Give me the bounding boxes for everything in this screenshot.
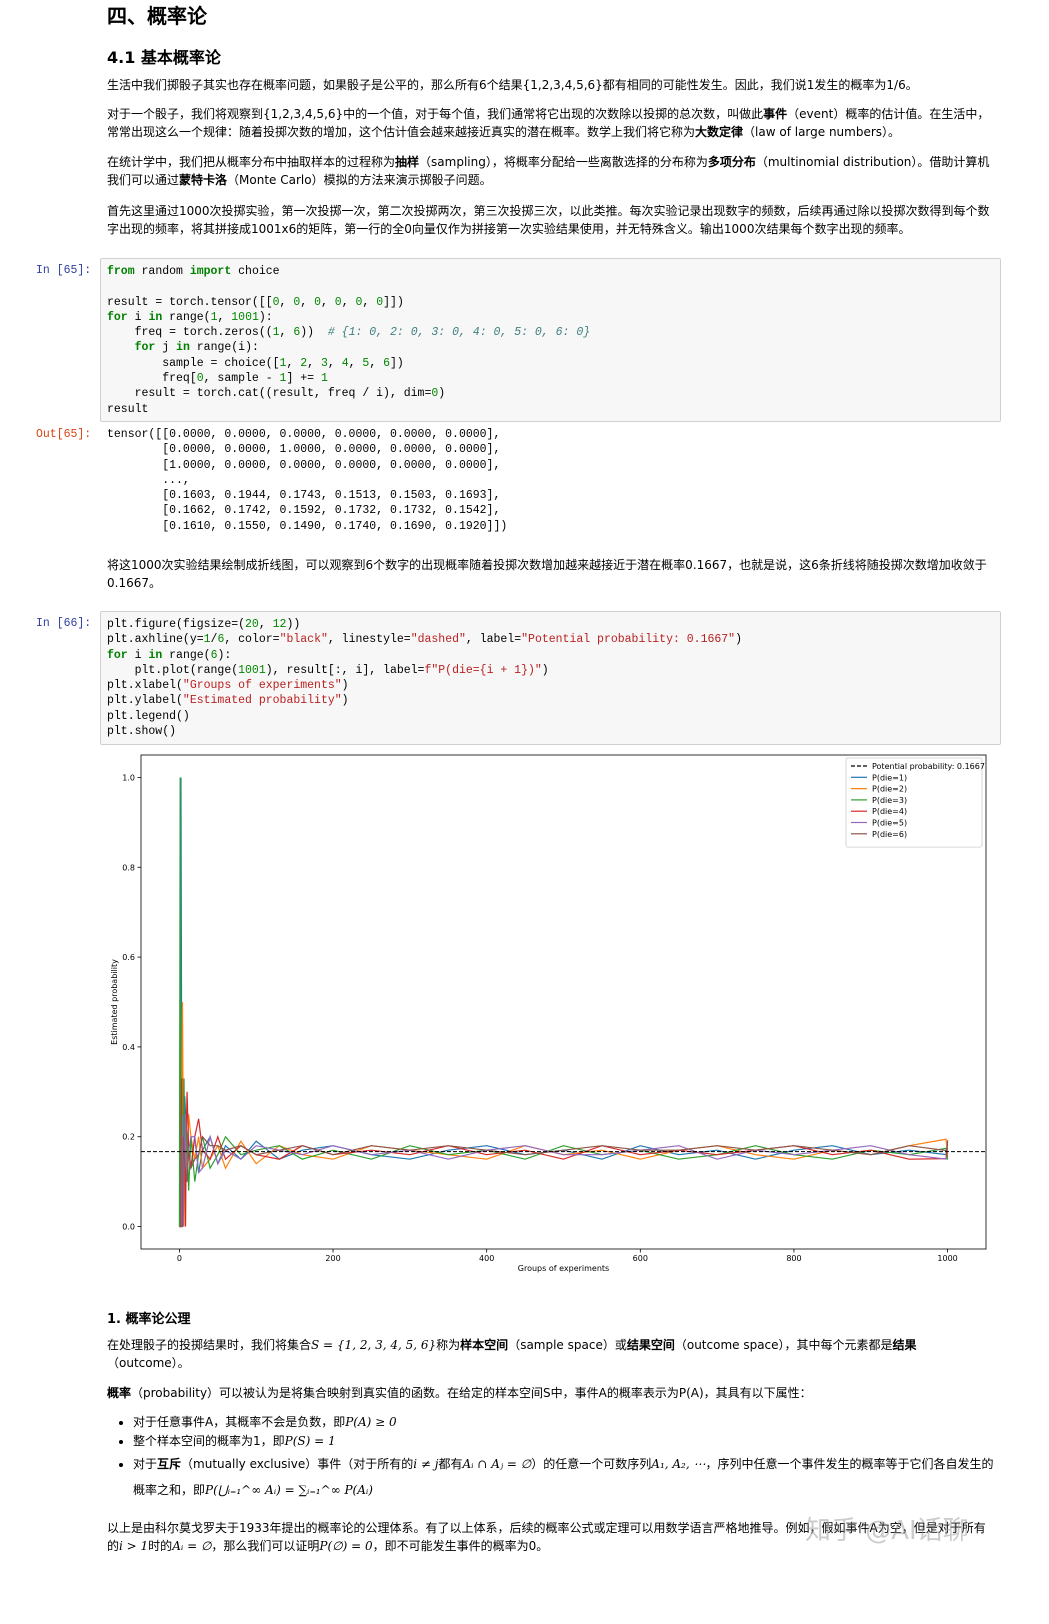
paragraph: 概率（probability）可以被认为是将集合映射到真实值的函数。在给定的样本… [107, 1384, 995, 1402]
legend-label: P(die=3) [872, 796, 907, 805]
watermark: 知乎 @AI话聊 [805, 1516, 969, 1546]
legend-label: Potential probability: 0.1667 [872, 762, 985, 771]
x-tick-label: 600 [633, 1254, 648, 1263]
x-tick-label: 800 [786, 1254, 801, 1263]
plot-area [140, 754, 987, 1250]
chart: 0 200 400 600 800 1000 0.0 0.2 0.4 0.6 0.8 1.0 Group… [110, 754, 987, 1273]
input-prompt: In [66]: [36, 617, 92, 630]
text-run: （Monte Carlo）模拟的方法来演示掷骰子问题。 [227, 173, 492, 187]
legend-label: P(die=4) [872, 807, 907, 816]
bold-run: 概率 [107, 1386, 132, 1400]
y-tick-label: 0.4 [122, 1043, 135, 1052]
text-run: 时的 [148, 1539, 173, 1553]
math-run: i ≠ j [413, 1457, 439, 1471]
text-run: （event）概率的估计值。在生活中，常常出现这么一个规律：随着投掷次数的增加，… [107, 107, 990, 139]
math-run: P(⋃ᵢ₌₁^∞ Aᵢ) = ∑ᵢ₌₁^∞ P(Aᵢ) [205, 1483, 373, 1497]
bold-run: 大数定律 [695, 125, 744, 139]
paragraph: 以上是由科尔莫戈罗夫于1933年提出的概率论的公理体系。有了以上体系，后续的概率… [107, 1519, 995, 1555]
math-run: Aᵢ ∩ Aⱼ = ∅ [462, 1457, 532, 1471]
text-run: （outcome）。 [107, 1356, 190, 1370]
text-run: （sample space）或 [508, 1338, 627, 1352]
bold-run: 蒙特卡洛 [179, 173, 228, 187]
y-tick-label: 0.6 [122, 953, 135, 962]
text-run: （law of large numbers）。 [743, 125, 901, 139]
paragraph: 在统计学中，我们把从概率分布中抽取样本的过程称为抽样（sampling），将概率… [107, 153, 995, 189]
paragraph: 将这1000次实验结果绘制成折线图，可以观察到6个数字的出现概率随着投掷次数增加… [107, 556, 995, 592]
output-text: tensor([[0.0000, 0.0000, 0.0000, 0.0000,… [107, 428, 508, 533]
text-run: （outcome space），其中每个元素都是 [674, 1338, 893, 1352]
paragraph: 首先这里通过1000次投掷实验，第一次投掷一次，第二次投掷两次，第三次投掷三次，… [107, 202, 995, 238]
subsection-title: 1. 概率论公理 [107, 1312, 191, 1327]
legend-label: P(die=5) [872, 819, 907, 828]
section-title: 4.1 基本概率论 [107, 48, 221, 67]
math-run: P(A) ≥ 0 [345, 1415, 397, 1429]
y-tick-label: 0.8 [122, 863, 135, 872]
code: plt.figure(figsize=(20, 12)) plt.axhline… [107, 618, 742, 739]
legend-label: P(die=6) [872, 830, 907, 839]
y-tick-label: 0.0 [122, 1223, 135, 1232]
math-run: S = {1, 2, 3, 4, 5, 6} [311, 1338, 437, 1352]
text-run: 生活中我们掷骰子其实也存在概率问题，如果骰子是公平的，那么所有6个结果{1,2,… [107, 78, 918, 92]
legend-label: P(die=2) [872, 785, 907, 794]
input-prompt: In [65]: [36, 264, 92, 277]
math-run: Aᵢ = ∅ [172, 1539, 212, 1553]
x-tick-label: 0 [177, 1254, 182, 1263]
text-run: （sampling），将概率分配给一些离散选择的分布称为 [419, 155, 708, 169]
output-prompt: Out[65]: [36, 428, 92, 441]
text-run: ）的任意一个可数序列 [531, 1457, 652, 1471]
text-run: （mutually exclusive）事件（对于所有的 [181, 1457, 414, 1471]
math-run: P(∅) = 0 [319, 1539, 373, 1553]
x-tick-label: 1000 [937, 1254, 957, 1263]
list-item: 对于任意事件A，其概率不会是负数，即P(A) ≥ 0 [133, 1413, 1003, 1431]
bold-run: 事件 [763, 107, 788, 121]
text-run: （probability）可以被认为是将集合映射到真实值的函数。在给定的样本空间… [131, 1386, 812, 1400]
code-cell[interactable]: from random import choice result = torch… [100, 258, 1001, 422]
text-run: ，那么我们可以证明 [211, 1539, 320, 1553]
text-run: 对于任意事件A，其概率不会是负数，即 [133, 1415, 346, 1429]
text-run: ，即不可能发生事件的概率为0。 [372, 1539, 549, 1553]
text-run: 以上是由科尔莫戈罗夫于1933年提出的概率论的公理体系。有了以上体系，后续的概率… [107, 1521, 986, 1553]
x-tick-label: 200 [325, 1254, 340, 1263]
code: from random import choice result = torch… [107, 265, 591, 416]
paragraph: 对于一个骰子，我们将观察到{1,2,3,4,5,6}中的一个值，对于每个值，我们… [107, 105, 995, 141]
text-run: 都有 [438, 1457, 463, 1471]
y-axis-label: Estimated probability [110, 959, 119, 1045]
legend-box [845, 757, 983, 848]
paragraph: 生活中我们掷骰子其实也存在概率问题，如果骰子是公平的，那么所有6个结果{1,2,… [107, 76, 995, 94]
x-tick-label: 400 [479, 1254, 494, 1263]
math-run: i > 1 [119, 1539, 149, 1553]
text-run: 对于 [133, 1457, 158, 1471]
x-axis-label: Groups of experiments [518, 1264, 609, 1273]
bold-run: 结果 [892, 1338, 917, 1352]
legend-label: P(die=1) [872, 773, 907, 782]
text-run: 在处理骰子的投掷结果时，我们将集合 [107, 1338, 312, 1352]
text-run: 整个样本空间的概率为1，即 [133, 1434, 285, 1448]
bold-run: 样本空间 [460, 1338, 509, 1352]
text-run: 首先这里通过1000次投掷实验，第一次投掷一次，第二次投掷两次，第三次投掷三次，… [107, 204, 990, 236]
math-run: P(S) = 1 [284, 1434, 336, 1448]
bold-run: 结果空间 [626, 1338, 675, 1352]
text-run: 对于一个骰子，我们将观察到{1,2,3,4,5,6}中的一个值，对于每个值，我们… [107, 107, 764, 121]
bold-run: 多项分布 [707, 155, 756, 169]
list-item: 整个样本空间的概率为1，即P(S) = 1 [133, 1432, 1003, 1450]
data-line [179, 1135, 949, 1228]
text-run: 将这1000次实验结果绘制成折线图，可以观察到6个数字的出现概率随着投掷次数增加… [107, 558, 987, 590]
paragraph: 在处理骰子的投掷结果时，我们将集合S = {1, 2, 3, 4, 5, 6}称… [107, 1336, 995, 1372]
bold-run: 互斥 [157, 1457, 182, 1471]
math-run: A₁, A₂, ⋯ [651, 1457, 706, 1471]
text-run: 称为 [436, 1338, 461, 1352]
axiom-list: 对于任意事件A，其概率不会是负数，即P(A) ≥ 0 整个样本空间的概率为1，即… [109, 1413, 1003, 1504]
y-tick-label: 1.0 [122, 773, 135, 782]
page-title: 四、概率论 [107, 4, 207, 28]
text-run: （multinomial distribution）。借助计算机我们可以通过 [107, 155, 990, 187]
text-run: ，序列中任意一个事件发生的概率等于它们各自发生的概率之和，即 [133, 1457, 994, 1497]
y-tick-label: 0.2 [122, 1133, 135, 1142]
code-cell[interactable]: plt.figure(figsize=(20, 12)) plt.axhline… [100, 611, 1001, 745]
bold-run: 抽样 [395, 155, 420, 169]
text-run: 在统计学中，我们把从概率分布中抽取样本的过程称为 [107, 155, 396, 169]
list-item: 对于互斥（mutually exclusive）事件（对于所有的i ≠ j都有A… [133, 1451, 1003, 1503]
